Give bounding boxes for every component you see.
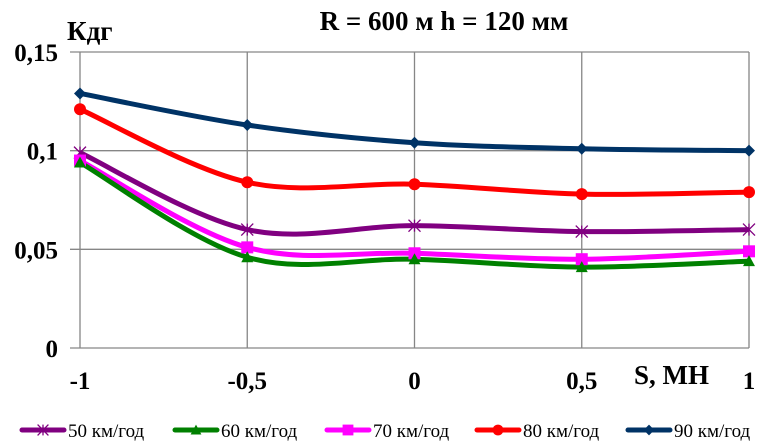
legend: 50 км/год 60 км/год 70 км/год 80 км/год 90 к…: [19, 421, 751, 442]
data-point-90: [241, 119, 254, 132]
data-point-60: [241, 251, 254, 263]
data-point-50: [408, 219, 421, 233]
legend-item: 90 км/год: [625, 421, 751, 442]
data-point-50: [240, 223, 254, 237]
data-point-60: [74, 156, 86, 168]
data-point-90: [74, 87, 86, 100]
x-axis-ticks: -1 -0,5 0 0,5 1: [70, 368, 756, 395]
x-axis-label: S, МН: [634, 360, 709, 390]
legend-item: 50 км/год: [19, 421, 145, 442]
data-point-80: [743, 186, 755, 199]
data-point-90: [743, 144, 755, 157]
chart-title: R = 600 м h = 120 мм: [320, 6, 569, 36]
legend-marker-icon: [492, 424, 504, 436]
x-tick-label: 0: [408, 368, 421, 395]
data-point-80: [241, 176, 254, 189]
y-tick-label: 0,1: [27, 139, 58, 166]
legend-item: 70 км/год: [324, 421, 450, 442]
data-point-60: [575, 261, 588, 273]
grid: [70, 51, 750, 349]
data-point-80: [74, 103, 86, 116]
legend-marker-icon: [342, 424, 354, 436]
y-tick-label: 0,15: [14, 40, 58, 67]
x-tick-label: -1: [70, 368, 91, 395]
x-tick-label: -0,5: [227, 368, 267, 395]
legend-label: 90 км/год: [674, 421, 751, 442]
y-axis-ticks: 0 0,05 0,1 0,15: [14, 40, 58, 363]
legend-marker-icon: [37, 424, 49, 436]
data-point-70: [241, 241, 254, 254]
data-point-50: [742, 223, 756, 237]
x-tick-label: 1: [743, 368, 756, 395]
data-point-70: [743, 245, 755, 258]
legend-label: 80 км/год: [523, 421, 600, 442]
data-point-60: [743, 255, 755, 267]
data-point-80: [575, 188, 588, 201]
legend-label: 50 км/год: [68, 421, 145, 442]
legend-item: 80 км/год: [474, 421, 600, 442]
data-point-90: [408, 136, 421, 149]
legend-marker-icon: [190, 424, 202, 435]
series-markers: [73, 87, 756, 273]
legend-label: 60 км/год: [221, 421, 298, 442]
y-tick-label: 0,05: [14, 237, 58, 264]
data-point-60: [408, 253, 421, 265]
legend-label: 70 км/год: [373, 421, 450, 442]
y-tick-label: 0: [46, 336, 59, 363]
data-point-80: [408, 178, 421, 191]
x-tick-label: 0,5: [566, 368, 597, 395]
y-axis-label: Кдг: [67, 16, 113, 46]
data-point-70: [575, 253, 588, 266]
legend-marker-icon: [643, 424, 655, 436]
legend-item: 60 км/год: [172, 421, 298, 442]
data-point-50: [575, 225, 589, 239]
data-point-90: [575, 142, 588, 155]
